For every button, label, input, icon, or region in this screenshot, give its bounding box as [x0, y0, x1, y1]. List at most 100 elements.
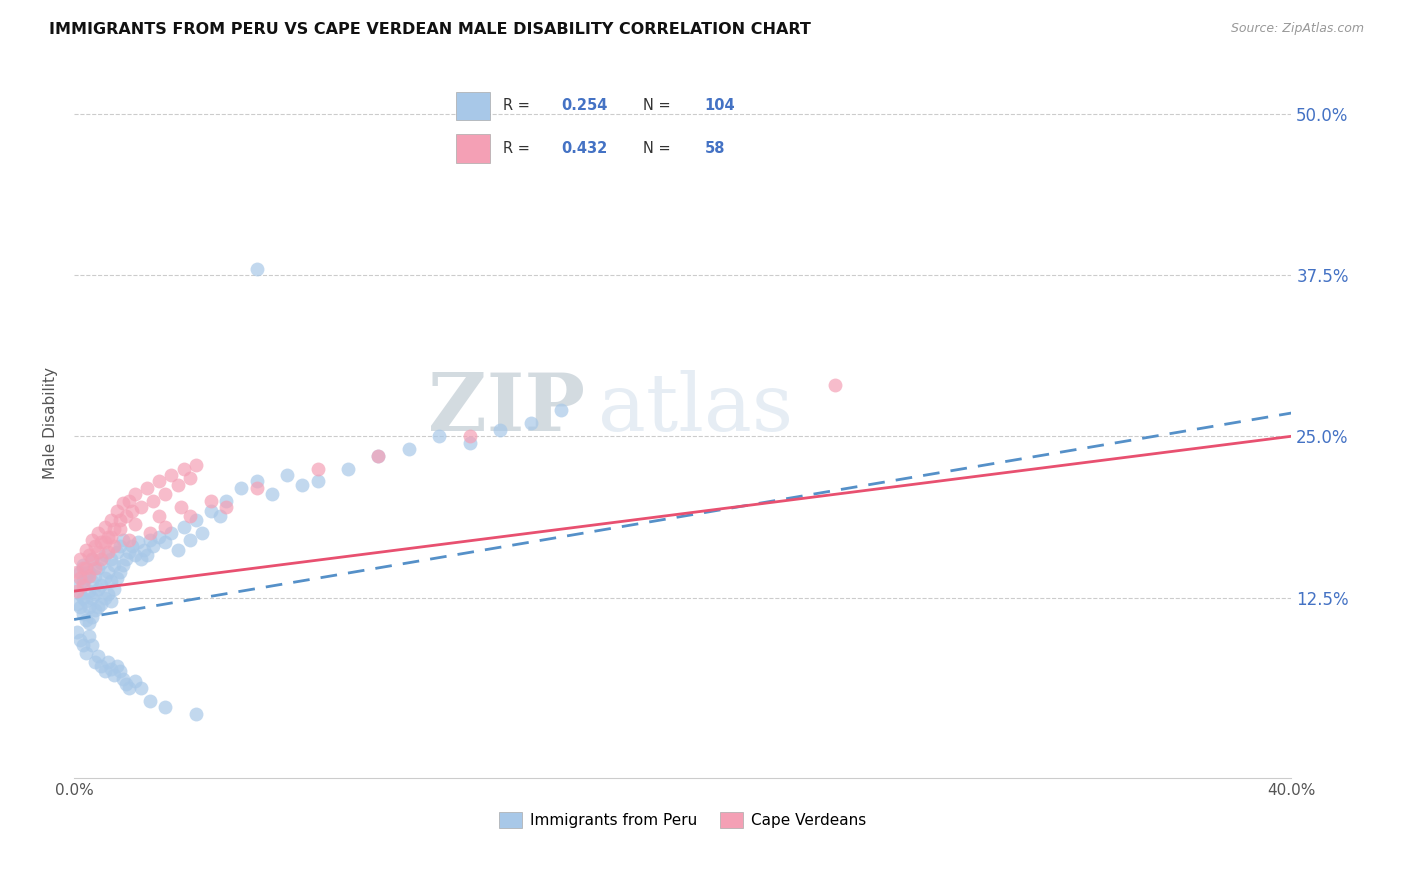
Point	[118, 681, 141, 695]
Point	[69, 571, 91, 585]
Point	[139, 526, 162, 541]
Point	[215, 500, 238, 515]
Point	[124, 548, 146, 562]
Point	[132, 542, 155, 557]
Point	[105, 545, 128, 559]
Point	[111, 558, 134, 573]
Point	[458, 435, 481, 450]
Point	[129, 552, 152, 566]
Point	[79, 565, 101, 579]
Point	[142, 539, 165, 553]
Point	[93, 519, 115, 533]
Point	[276, 467, 298, 482]
Point	[148, 475, 170, 489]
Point	[87, 582, 110, 596]
Point	[231, 481, 253, 495]
Point	[69, 587, 91, 601]
Point	[75, 571, 97, 585]
Point	[307, 461, 329, 475]
Point	[90, 535, 112, 549]
Point	[66, 577, 89, 591]
Point	[72, 558, 94, 573]
Point	[103, 668, 125, 682]
Point	[87, 561, 110, 575]
Point	[82, 638, 104, 652]
Point	[66, 597, 89, 611]
Point	[489, 423, 512, 437]
Point	[166, 478, 188, 492]
Point	[93, 664, 115, 678]
Point	[114, 677, 136, 691]
Point	[69, 552, 91, 566]
Point	[97, 530, 120, 544]
Point	[72, 574, 94, 588]
Point	[90, 659, 112, 673]
Point	[246, 475, 269, 489]
Point	[179, 509, 201, 524]
Point	[79, 548, 101, 562]
Point	[114, 552, 136, 566]
Point	[84, 561, 107, 575]
Point	[93, 548, 115, 562]
Point	[136, 548, 159, 562]
Text: atlas: atlas	[598, 370, 793, 448]
Point	[90, 577, 112, 591]
Point	[72, 577, 94, 591]
Point	[129, 500, 152, 515]
Point	[160, 467, 183, 482]
Point	[179, 533, 201, 547]
Point	[127, 535, 149, 549]
Point	[184, 513, 207, 527]
Point	[118, 533, 141, 547]
Point	[550, 403, 572, 417]
Point	[97, 587, 120, 601]
Point	[82, 533, 104, 547]
Point	[84, 539, 107, 553]
Point	[75, 561, 97, 575]
Point	[100, 530, 122, 544]
Point	[84, 655, 107, 669]
Point	[118, 493, 141, 508]
Point	[148, 509, 170, 524]
Point	[184, 458, 207, 472]
Point	[97, 655, 120, 669]
Point	[142, 493, 165, 508]
Point	[260, 487, 283, 501]
Point	[75, 646, 97, 660]
Point	[139, 694, 162, 708]
Point	[307, 475, 329, 489]
Point	[246, 481, 269, 495]
Point	[427, 429, 450, 443]
Point	[82, 591, 104, 605]
Point	[87, 526, 110, 541]
Point	[155, 487, 177, 501]
Point	[97, 545, 120, 559]
Point	[121, 539, 143, 553]
Point	[90, 597, 112, 611]
Point	[75, 613, 97, 627]
Point	[139, 533, 162, 547]
Text: IMMIGRANTS FROM PERU VS CAPE VERDEAN MALE DISABILITY CORRELATION CHART: IMMIGRANTS FROM PERU VS CAPE VERDEAN MAL…	[49, 22, 811, 37]
Point	[124, 674, 146, 689]
Point	[69, 599, 91, 614]
Point	[458, 429, 481, 443]
Point	[105, 571, 128, 585]
Point	[108, 565, 131, 579]
Point	[103, 582, 125, 596]
Point	[79, 568, 101, 582]
Point	[84, 603, 107, 617]
Point	[72, 607, 94, 622]
Point	[105, 659, 128, 673]
Point	[184, 706, 207, 721]
Point	[90, 556, 112, 570]
Text: ZIP: ZIP	[429, 370, 585, 448]
Point	[75, 542, 97, 557]
Point	[169, 500, 191, 515]
Point	[93, 535, 115, 549]
Point	[824, 377, 846, 392]
Point	[155, 519, 177, 533]
Point	[367, 449, 389, 463]
Point	[160, 526, 183, 541]
Text: Source: ZipAtlas.com: Source: ZipAtlas.com	[1230, 22, 1364, 36]
Point	[82, 574, 104, 588]
